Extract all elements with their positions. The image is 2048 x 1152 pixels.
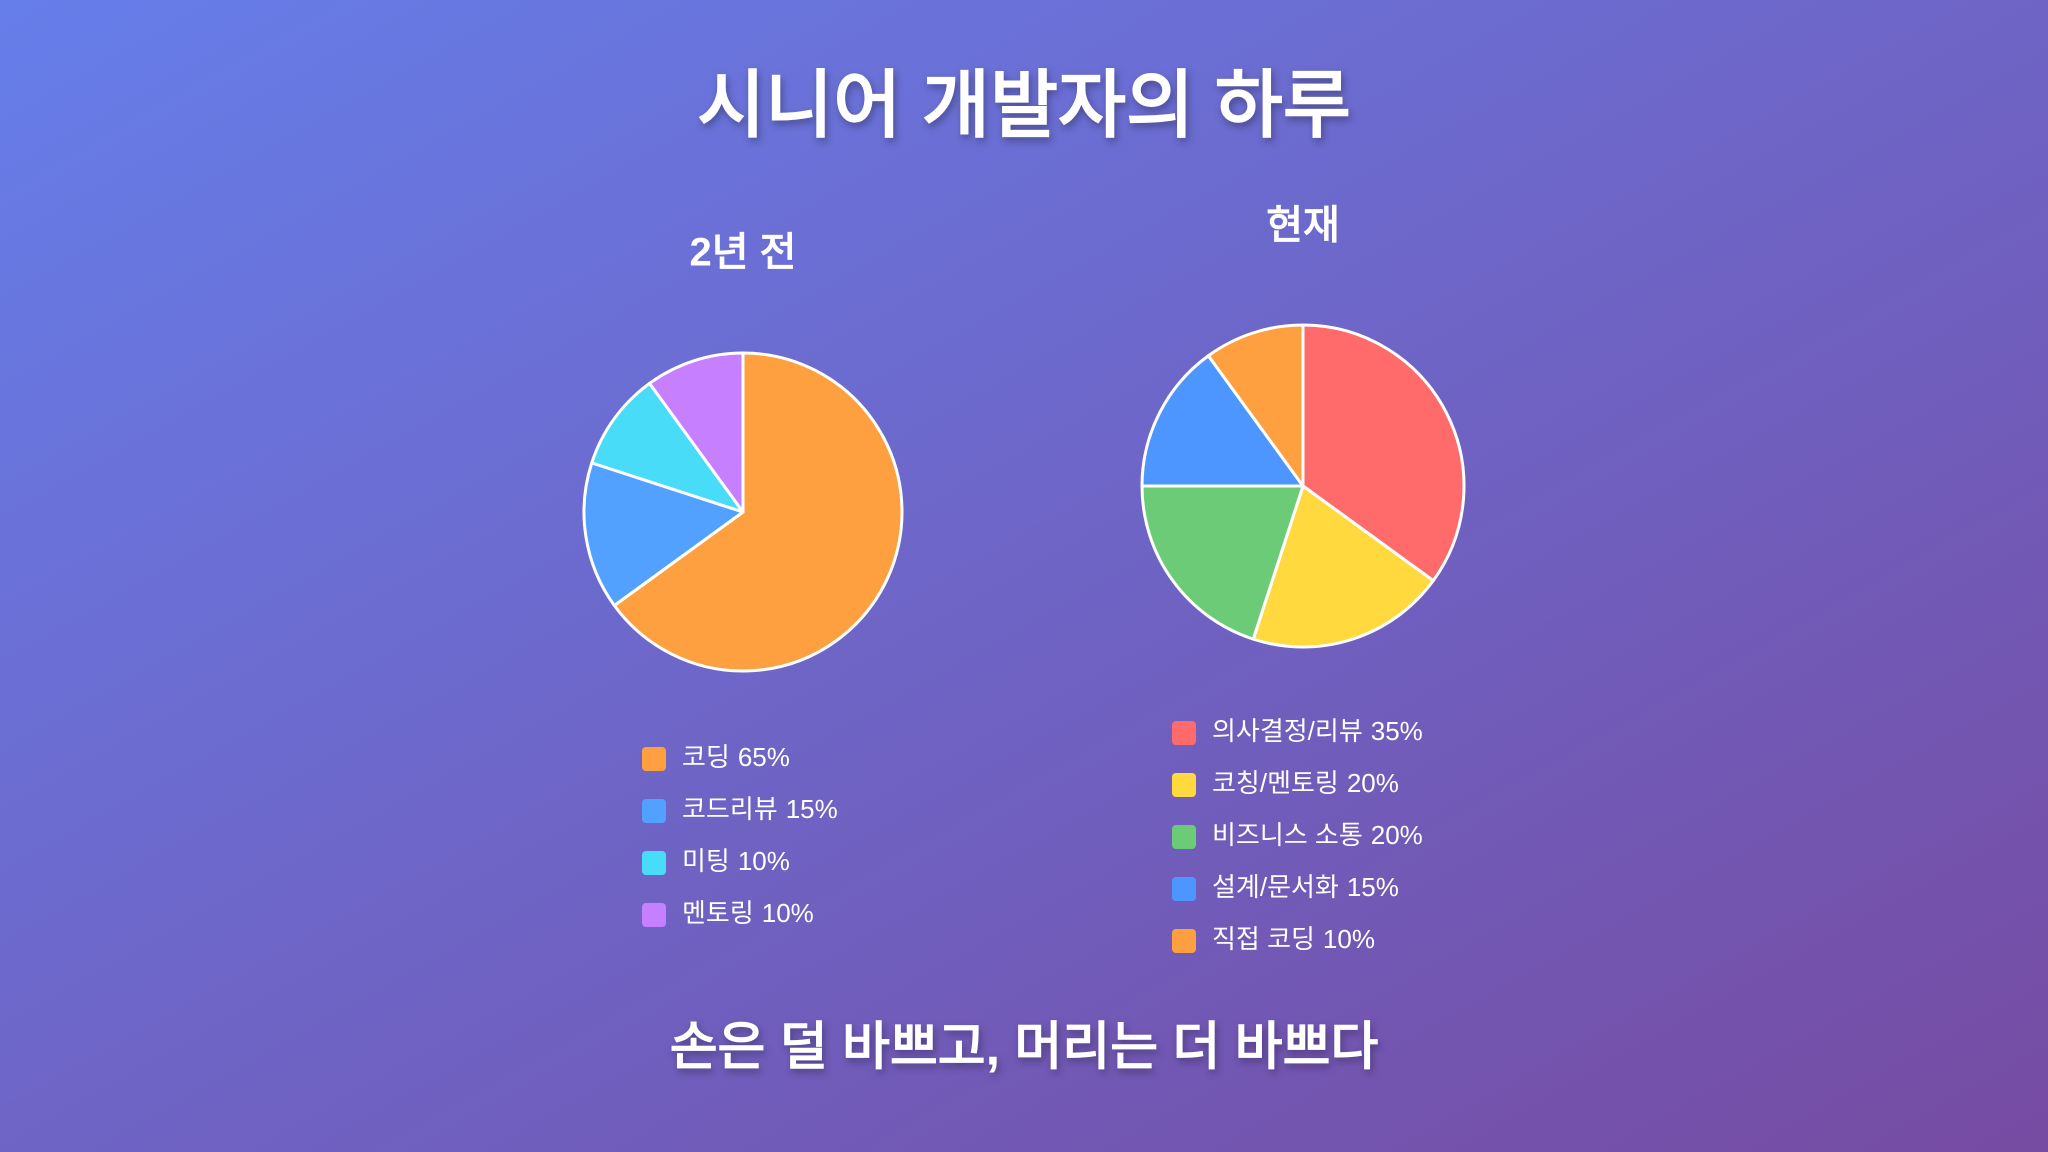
pie-slice bbox=[590, 381, 745, 514]
legend-value: 10% bbox=[1323, 924, 1375, 954]
legend-name: 설계/문서화 bbox=[1212, 872, 1339, 902]
legend-swatch bbox=[642, 799, 666, 823]
legend-swatch bbox=[642, 903, 666, 927]
legend-value: 35% bbox=[1371, 716, 1423, 746]
legend-swatch bbox=[1172, 773, 1196, 797]
legend-label: 설계/문서화 15% bbox=[1212, 872, 1399, 902]
legend-name: 미팅 bbox=[682, 846, 730, 876]
legend-value: 10% bbox=[738, 846, 790, 876]
pie-slice bbox=[582, 461, 745, 607]
legend-label: 의사결정/리뷰 35% bbox=[1212, 716, 1423, 746]
legend-label: 코딩 65% bbox=[682, 742, 790, 772]
legend-value: 10% bbox=[762, 898, 814, 928]
legend-value: 15% bbox=[1347, 872, 1399, 902]
chart-title: 2년 전 bbox=[690, 231, 797, 275]
pie-slice bbox=[648, 351, 745, 514]
pie-slice bbox=[1251, 484, 1435, 649]
legend-label: 미팅 10% bbox=[682, 846, 790, 876]
legend-label: 코칭/멘토링 20% bbox=[1212, 768, 1399, 798]
page-footer: 손은 덜 바쁘고, 머리는 더 바쁘다 bbox=[670, 1019, 1379, 1077]
pie-slice bbox=[1140, 484, 1305, 641]
pie-slice bbox=[1301, 323, 1466, 583]
legend-label: 코드리뷰 15% bbox=[682, 794, 838, 824]
pie-slice bbox=[612, 351, 904, 673]
chart-title: 현재 bbox=[1266, 204, 1340, 248]
legend-swatch bbox=[642, 851, 666, 875]
page-title: 시니어 개발자의 하루 bbox=[697, 64, 1351, 147]
legend-name: 의사결정/리뷰 bbox=[1212, 716, 1363, 746]
legend-name: 코딩 bbox=[682, 742, 730, 772]
legend-value: 15% bbox=[786, 794, 838, 824]
pie-slice bbox=[1140, 354, 1305, 488]
legend-name: 멘토링 bbox=[682, 898, 754, 928]
legend-swatch bbox=[642, 747, 666, 771]
legend-value: 20% bbox=[1371, 820, 1423, 850]
legend-name: 코칭/멘토링 bbox=[1212, 768, 1339, 798]
legend-name: 직접 코딩 bbox=[1212, 924, 1315, 954]
legend-value: 65% bbox=[738, 742, 790, 772]
legend-name: 비즈니스 소통 bbox=[1212, 820, 1363, 850]
legend-label: 직접 코딩 10% bbox=[1212, 924, 1375, 954]
legend-swatch bbox=[1172, 929, 1196, 953]
legend-swatch bbox=[1172, 721, 1196, 745]
legend-swatch bbox=[1172, 877, 1196, 901]
legend-label: 비즈니스 소통 20% bbox=[1212, 820, 1423, 850]
legend-name: 코드리뷰 bbox=[682, 794, 778, 824]
legend-value: 20% bbox=[1347, 768, 1399, 798]
legend-label: 멘토링 10% bbox=[682, 898, 814, 928]
legend-swatch bbox=[1172, 825, 1196, 849]
pie-slice bbox=[1206, 323, 1305, 488]
